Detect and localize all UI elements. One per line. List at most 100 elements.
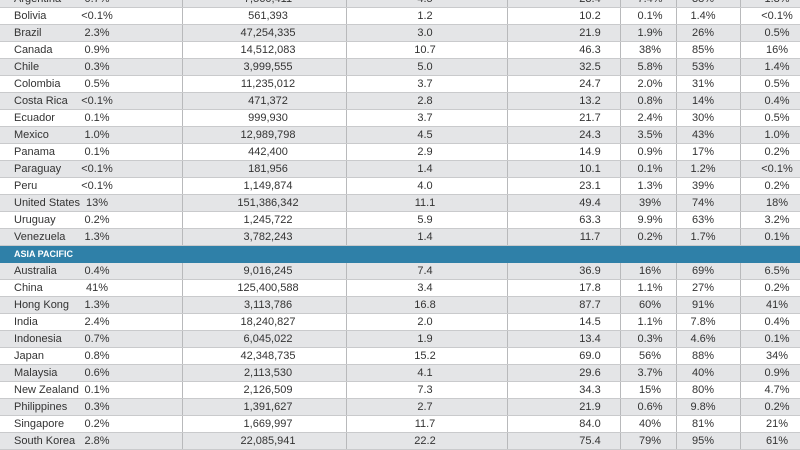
- column-divider: [676, 365, 677, 381]
- table-row: Brazil 2.3% 47,254,335 3.0 21.9 1.9% 26% 0.5%: [0, 25, 800, 42]
- table-cell: 79%: [638, 435, 662, 447]
- row-label: Canada: [14, 44, 53, 56]
- table-cell: <0.1%: [81, 180, 113, 192]
- column-divider: [740, 161, 741, 177]
- table-cell: 0.1%: [764, 231, 790, 243]
- table-cell: 3,999,555: [243, 61, 293, 73]
- column-divider: [507, 280, 508, 296]
- table-cell: 34.3: [579, 384, 601, 396]
- column-divider: [507, 263, 508, 279]
- table-cell: 74%: [691, 197, 715, 209]
- table-cell: 3.7%: [637, 367, 663, 379]
- row-label: Indonesia: [14, 333, 62, 345]
- column-divider: [676, 42, 677, 58]
- table-cell: 15%: [638, 384, 662, 396]
- column-divider: [620, 348, 621, 364]
- column-divider: [676, 144, 677, 160]
- table-cell: 4.5: [417, 129, 433, 141]
- column-divider: [182, 212, 183, 228]
- column-divider: [620, 93, 621, 109]
- table-cell: 80%: [691, 384, 715, 396]
- column-divider: [676, 348, 677, 364]
- column-divider: [740, 416, 741, 432]
- table-cell: 7.4%: [637, 0, 662, 7]
- table-cell: 4.0: [417, 180, 433, 192]
- column-divider: [740, 348, 741, 364]
- row-label: South Korea: [14, 435, 76, 447]
- table-cell: <0.1%: [761, 163, 793, 175]
- table-cell: 0.8%: [84, 350, 110, 362]
- table-cell: 11.1: [414, 197, 436, 209]
- column-divider: [507, 433, 508, 449]
- column-divider: [507, 144, 508, 160]
- column-divider: [346, 93, 347, 109]
- row-label: China: [14, 282, 43, 294]
- table-cell: 5.9: [417, 214, 433, 226]
- column-divider: [182, 382, 183, 398]
- column-divider: [620, 195, 621, 211]
- column-divider: [676, 178, 677, 194]
- row-label: Australia: [14, 265, 57, 277]
- table-cell: 0.3%: [637, 333, 663, 345]
- column-divider: [346, 399, 347, 415]
- row-label: United States: [14, 197, 81, 209]
- table-cell: 24.3: [579, 129, 601, 141]
- column-divider: [676, 382, 677, 398]
- table-cell: 10.2: [579, 10, 601, 22]
- column-divider: [740, 229, 741, 245]
- table-cell: 18,240,827: [240, 316, 296, 328]
- column-divider: [182, 144, 183, 160]
- table-cell: 0.2%: [764, 401, 790, 413]
- table-cell: 32.5: [579, 61, 601, 73]
- column-divider: [346, 59, 347, 75]
- table-cell: 4.5: [417, 0, 432, 7]
- row-label: Singapore: [14, 418, 65, 430]
- column-divider: [676, 331, 677, 347]
- table-row: Costa Rica <0.1% 471,372 2.8 13.2 0.8% 14% 0.4%: [0, 93, 800, 110]
- column-divider: [740, 8, 741, 24]
- column-divider: [346, 382, 347, 398]
- table-cell: 1.3%: [764, 0, 789, 7]
- table-cell: 1,149,874: [243, 180, 293, 192]
- column-divider: [182, 76, 183, 92]
- column-divider: [346, 25, 347, 41]
- table-cell: 36.9: [579, 265, 601, 277]
- column-divider: [346, 365, 347, 381]
- column-divider: [182, 280, 183, 296]
- table-cell: 1.4: [417, 231, 433, 243]
- table-cell: 21.9: [579, 27, 601, 39]
- table-cell: 40%: [638, 418, 662, 430]
- table-cell: 3.2%: [764, 214, 790, 226]
- table-cell: 1.9%: [637, 27, 663, 39]
- table-cell: 3.7: [417, 112, 433, 124]
- column-divider: [620, 382, 621, 398]
- table-cell: 2,113,530: [243, 367, 293, 379]
- column-divider: [507, 59, 508, 75]
- table-row: Australia 0.4% 9,016,245 7.4 36.9 16% 69% 6.5%: [0, 263, 800, 280]
- table-cell: 9.8%: [690, 401, 716, 413]
- table-cell: 10.1: [579, 163, 601, 175]
- table-cell: 0.6%: [84, 367, 110, 379]
- table-cell: 38%: [638, 44, 662, 56]
- table-cell: 0.8%: [637, 95, 663, 107]
- column-divider: [620, 76, 621, 92]
- table-cell: 88%: [691, 350, 715, 362]
- table-row: Uruguay 0.2% 1,245,722 5.9 63.3 9.9% 63% 3.2%: [0, 212, 800, 229]
- table-cell: 11.7: [579, 231, 601, 243]
- column-divider: [346, 314, 347, 330]
- column-divider: [740, 314, 741, 330]
- column-divider: [346, 110, 347, 126]
- table-cell: 0.2%: [764, 282, 790, 294]
- column-divider: [507, 42, 508, 58]
- column-divider: [676, 127, 677, 143]
- table-cell: 27%: [691, 282, 715, 294]
- table-cell: 41%: [85, 282, 109, 294]
- column-divider: [182, 314, 183, 330]
- column-divider: [620, 59, 621, 75]
- table-cell: <0.1%: [761, 10, 793, 22]
- table-row: Argentina 0.7% 7,560,411 4.5 23.4 7.4% 38% 1.3%: [0, 0, 800, 8]
- table-cell: 38%: [692, 0, 714, 7]
- table-cell: 13.4: [579, 333, 601, 345]
- column-divider: [620, 8, 621, 24]
- column-divider: [507, 110, 508, 126]
